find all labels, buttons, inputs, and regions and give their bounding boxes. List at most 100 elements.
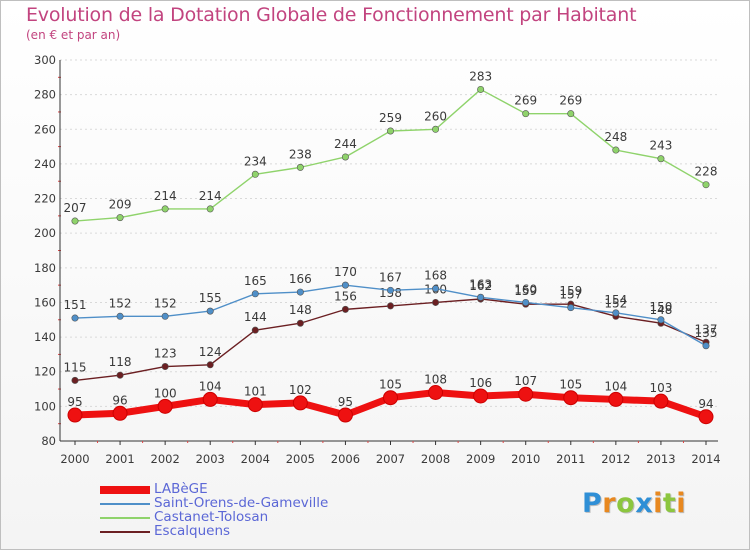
y-tick-label: 220	[34, 192, 56, 206]
data-label: 123	[154, 347, 177, 361]
data-label: 144	[244, 310, 267, 324]
data-point	[432, 285, 440, 293]
y-tick-label: 240	[34, 157, 56, 171]
data-point	[477, 85, 485, 93]
data-point	[698, 409, 714, 425]
data-label: 209	[109, 198, 132, 212]
data-label: 105	[379, 378, 402, 392]
data-label: 259	[379, 111, 402, 125]
data-label: 248	[604, 130, 627, 144]
data-point	[428, 385, 444, 401]
data-label: 118	[109, 355, 132, 369]
data-point	[161, 205, 169, 213]
data-point	[657, 155, 665, 163]
data-label: 105	[559, 378, 582, 392]
y-tick-label: 140	[34, 330, 56, 344]
data-point	[296, 288, 304, 296]
data-label: 283	[469, 69, 492, 83]
data-label: 94	[698, 397, 713, 411]
data-label: 269	[514, 94, 537, 108]
x-tick-label: 2007	[376, 452, 405, 466]
data-label: 155	[199, 291, 222, 305]
data-point	[612, 146, 620, 154]
data-point	[251, 170, 259, 178]
legend-label: Castanet-Tolosan	[154, 509, 269, 525]
legend-label: LABèGE	[154, 481, 208, 497]
data-label: 115	[64, 360, 87, 374]
x-tick-label: 2011	[556, 452, 585, 466]
x-tick-label: 2008	[421, 452, 450, 466]
x-tick-label: 2014	[691, 452, 720, 466]
data-label: 95	[338, 395, 353, 409]
logo-letter: r	[602, 488, 617, 519]
y-tick-label: 300	[34, 53, 56, 67]
data-point	[116, 214, 124, 222]
data-label: 159	[514, 284, 537, 298]
data-label: 234	[244, 154, 267, 168]
data-point	[116, 312, 124, 320]
data-label: 154	[604, 293, 627, 307]
data-label: 152	[154, 296, 177, 310]
legend-swatch	[100, 486, 150, 494]
legend-swatch	[100, 531, 150, 533]
data-label: 214	[154, 189, 177, 203]
data-label: 207	[64, 201, 87, 215]
data-point	[71, 376, 79, 384]
data-point	[386, 127, 394, 135]
data-point	[337, 407, 353, 423]
data-point	[341, 305, 349, 313]
data-label: 156	[334, 289, 357, 303]
data-point	[386, 302, 394, 310]
series-line	[74, 298, 707, 382]
data-point	[518, 386, 534, 402]
data-point	[67, 407, 83, 423]
data-point	[206, 307, 214, 315]
data-point	[296, 163, 304, 171]
data-point	[116, 371, 124, 379]
legend-swatch	[100, 503, 150, 505]
data-point	[202, 391, 218, 407]
x-tick-label: 2009	[466, 452, 495, 466]
data-point	[567, 304, 575, 312]
data-label: 137	[695, 322, 718, 336]
data-label: 170	[334, 265, 357, 279]
data-label: 214	[199, 189, 222, 203]
data-point	[653, 393, 669, 409]
x-tick-label: 2004	[241, 452, 270, 466]
data-point	[206, 205, 214, 213]
x-tick-label: 2005	[286, 452, 315, 466]
data-point	[563, 390, 579, 406]
data-label: 135	[695, 326, 718, 340]
y-tick-label: 260	[34, 122, 56, 136]
x-tick-label: 2010	[511, 452, 540, 466]
data-label: 151	[64, 298, 87, 312]
legend-label: Saint-Orens-de-Gameville	[154, 495, 329, 511]
data-label: 269	[559, 94, 582, 108]
data-label: 168	[424, 269, 447, 283]
data-label: 102	[289, 383, 312, 397]
data-label: 100	[154, 386, 177, 400]
chart-title: Evolution de la Dotation Globale de Fonc…	[26, 4, 637, 26]
legend-swatch	[100, 517, 150, 519]
data-point	[522, 110, 530, 118]
y-tick-label: 280	[34, 88, 56, 102]
y-tick-label: 180	[34, 261, 56, 275]
logo-letter: t	[662, 488, 677, 519]
data-label: 238	[289, 147, 312, 161]
data-point	[71, 217, 79, 225]
logo-letter: x	[635, 488, 654, 519]
data-point	[702, 342, 710, 350]
chart-subtitle: (en € et par an)	[26, 28, 121, 42]
x-tick-label: 2012	[601, 452, 630, 466]
data-label: 162	[469, 279, 492, 293]
data-point	[477, 293, 485, 301]
data-point	[251, 326, 259, 334]
data-point	[567, 110, 575, 118]
data-label: 166	[289, 272, 312, 286]
data-point	[341, 281, 349, 289]
data-point	[432, 298, 440, 306]
data-label: 159	[559, 284, 582, 298]
y-tick-label: 80	[41, 434, 56, 448]
